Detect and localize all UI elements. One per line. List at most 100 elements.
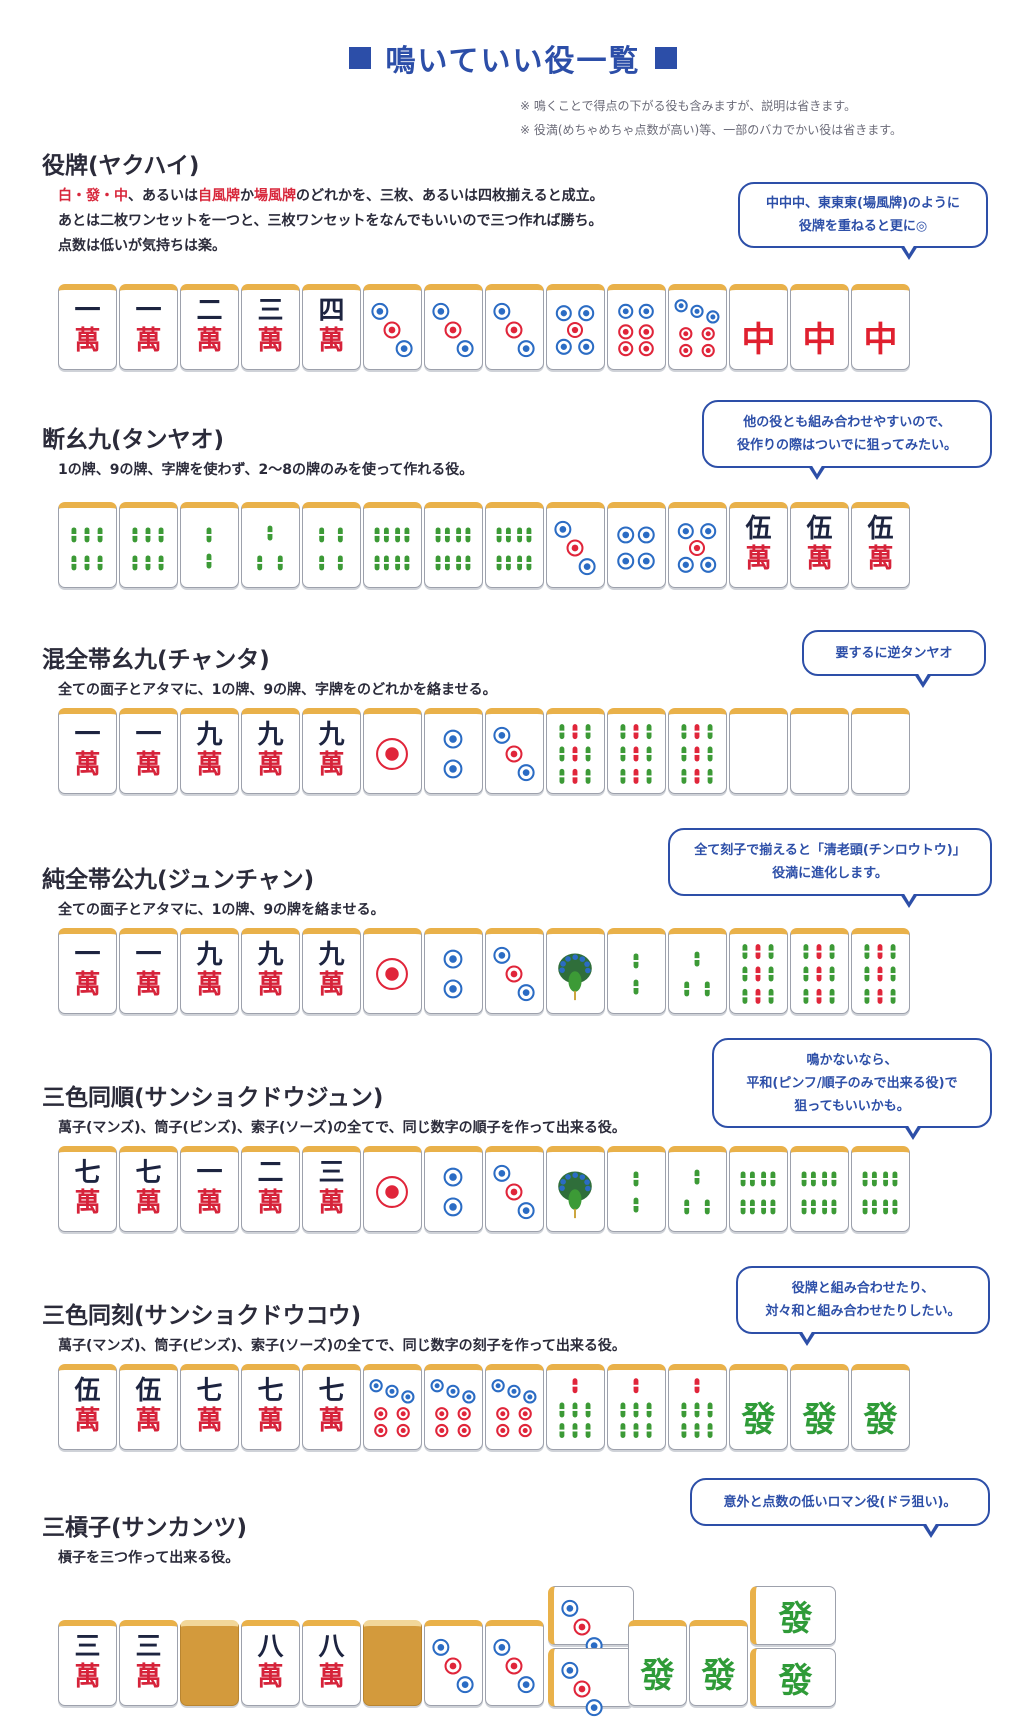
bamboo-sticks-icon (683, 951, 711, 997)
tile-glyph: 二萬 (196, 296, 223, 356)
pinzu-2-tile (424, 708, 483, 794)
hatsu-tile: 發 (750, 1586, 836, 1645)
speech-bubble: 全て刻子で揃えると「清老頭(チンロウトウ)」 役満に進化します。 (668, 828, 992, 908)
tile-glyph: 二萬 (257, 1158, 284, 1218)
pin-dots-icon (618, 303, 654, 357)
bamboo-sticks-icon (435, 527, 471, 571)
pinzu-3-tile (485, 284, 544, 370)
manzu-2-tile: 二萬 (180, 284, 239, 370)
speech-bubble: 要するに逆タンヤオ (802, 630, 986, 688)
manzu-3-tile: 三萬 (58, 1620, 117, 1706)
tile-glyph: 九萬 (257, 720, 284, 780)
tile-glyph: 七萬 (74, 1158, 101, 1218)
section-title: 三色同刻(サンショクドウコウ) (42, 1303, 362, 1329)
pinzu-3-tile (485, 928, 544, 1014)
manzu-9-tile: 九萬 (302, 928, 361, 1014)
peacock-icon (558, 1171, 592, 1219)
souzu-3-tile (668, 928, 727, 1014)
manzu-1-tile: 一萬 (119, 284, 178, 370)
pinzu-3-tile (424, 284, 483, 370)
tile-glyph: 發 (741, 1400, 776, 1440)
speech-bubble: 意外と点数の低いロマン役(ドラ狙い)。 (690, 1478, 990, 1538)
blank-tile (729, 708, 788, 794)
tile-glyph: 一萬 (74, 296, 101, 356)
note-line: ※ 役満(めちゃめちゃ点数が高い)等、一部のバカでかい役は省きます。 (520, 123, 903, 137)
manzu-1-tile: 一萬 (58, 928, 117, 1014)
bubble-line: 役牌と組み合わせたり、 (791, 1281, 935, 1296)
section-sanshoku-doujun: 三色同順(サンショクドウジュン) 萬子(マンズ)、筒子(ピンズ)、索子(ソーズ)… (0, 1038, 1026, 1258)
bamboo-sticks-icon (318, 527, 344, 571)
manzu-9-tile: 九萬 (241, 928, 300, 1014)
desc-highlight: 自風牌 (198, 188, 240, 204)
tile-glyph: 發 (802, 1400, 837, 1440)
bubble-line: 他の役とも組み合わせやすいので、 (743, 415, 951, 430)
tile-glyph: 中 (741, 320, 776, 360)
tile-glyph: 一萬 (135, 296, 162, 356)
section-description: 白・發・中、あるいは自風牌か場風牌のどれかを、三枚、あるいは四枚揃えると成立。 … (58, 184, 604, 259)
souzu-1-tile (546, 1146, 605, 1232)
pinzu-1-tile (363, 708, 422, 794)
bamboo-sticks-icon (740, 1171, 776, 1215)
souzu-9-tile (851, 928, 910, 1014)
speech-bubble: 中中中、東東東(場風牌)のように 役牌を重ねると更に◎ (738, 182, 988, 260)
bubble-line: 狙ってもいいかも。 (794, 1098, 910, 1114)
bubble-line: 要するに逆タンヤオ (835, 645, 953, 661)
manzu-9-tile: 九萬 (180, 708, 239, 794)
pinzu-5-tile (546, 284, 605, 370)
souzu-6-tile (58, 502, 117, 588)
manzu-9-tile: 九萬 (302, 708, 361, 794)
manzu-7-tile: 七萬 (119, 1146, 178, 1232)
pin-dots-icon (369, 1379, 415, 1438)
souzu-1-tile (546, 928, 605, 1014)
pin-dots-icon (432, 1638, 474, 1694)
tile-glyph: 伍萬 (745, 514, 772, 574)
tile-glyph: 九萬 (318, 940, 345, 1000)
manzu-1-tile: 一萬 (58, 708, 117, 794)
souzu-8-tile (424, 502, 483, 588)
pinzu-3-tile (485, 1146, 544, 1232)
manzu-5-tile: 伍萬 (119, 1364, 178, 1450)
pinzu-1-tile (363, 928, 422, 1014)
souzu-8-tile (851, 1146, 910, 1232)
manzu-1-tile: 一萬 (58, 284, 117, 370)
tile-glyph: 發 (778, 1661, 813, 1701)
section-title: 三槓子(サンカンツ) (42, 1515, 248, 1541)
pin-dots-icon (617, 526, 655, 570)
section-description: 1の牌、9の牌、字牌を使わず、2〜8の牌のみを使って作れる役。 (58, 462, 474, 478)
tile-glyph: 九萬 (196, 940, 223, 1000)
pinzu-3-tile (363, 284, 422, 370)
tile-glyph: 三萬 (257, 296, 284, 356)
desc-text: か (240, 188, 254, 204)
desc-text: のどれかを、三枚、あるいは四枚揃えると成立。 (296, 188, 604, 204)
souzu-7-tile (607, 1364, 666, 1450)
manzu-3-tile: 三萬 (302, 1146, 361, 1232)
tile-glyph: 九萬 (318, 720, 345, 780)
bamboo-sticks-icon (374, 527, 410, 571)
souzu-4-tile (302, 502, 361, 588)
pin-dots-icon (443, 1167, 463, 1217)
bamboo-sticks-icon (680, 1378, 714, 1438)
pin-dots-icon (493, 1638, 535, 1694)
desc-text: 点数は低いが気持ちは楽。 (58, 238, 226, 254)
bamboo-sticks-icon (801, 1171, 837, 1215)
bamboo-sticks-icon (496, 527, 532, 571)
manzu-5-tile: 伍萬 (729, 502, 788, 588)
bamboo-sticks-icon (70, 527, 104, 571)
souzu-2-tile (180, 502, 239, 588)
manzu-7-tile: 七萬 (241, 1364, 300, 1450)
manzu-9-tile: 九萬 (241, 708, 300, 794)
pinzu-6-tile (607, 284, 666, 370)
section-title: 混全帯幺九(チャンタ) (42, 647, 270, 673)
bubble-line: 中中中、東東東(場風牌)のように (766, 196, 960, 211)
manzu-5-tile: 伍萬 (58, 1364, 117, 1450)
tile-glyph: 九萬 (257, 940, 284, 1000)
pinzu-7-tile (485, 1364, 544, 1450)
tile-glyph: 七萬 (135, 1158, 162, 1218)
pinzu-3-tile (548, 1586, 634, 1655)
pinzu-7-tile (668, 284, 727, 370)
bubble-line: 対々和と組み合わせたりしたい。 (765, 1304, 961, 1319)
peacock-icon (558, 953, 592, 1001)
bubble-line: 役作りの際はついでに狙ってみたい。 (737, 438, 957, 453)
hatsu-tile: 發 (628, 1620, 687, 1706)
tile-glyph: 七萬 (257, 1376, 284, 1436)
